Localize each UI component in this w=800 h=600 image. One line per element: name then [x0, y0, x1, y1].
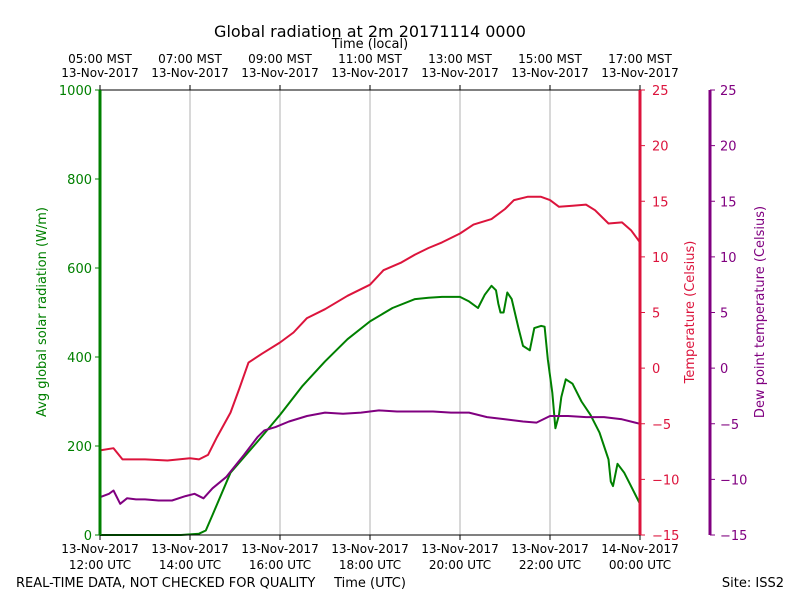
top-tick-label: 15:00 MST — [518, 52, 582, 66]
right-tick-label: 15 — [652, 195, 669, 210]
top-tick-label: 17:00 MST — [608, 52, 672, 66]
grid — [189, 90, 551, 535]
bottom-tick-label: 22:00 UTC — [519, 558, 581, 572]
series-line-dew-point-temperature — [99, 409, 641, 505]
bottom-tick-label: 18:00 UTC — [339, 558, 401, 572]
axes: 02004006008001000−15−10−50510152025−15−1… — [59, 52, 748, 572]
left-tick-label: 200 — [67, 440, 92, 455]
bottom-tick-label: 20:00 UTC — [429, 558, 491, 572]
far-right-tick-label: 20 — [720, 140, 737, 155]
x-axis-label: Time (UTC) — [333, 576, 406, 591]
bottom-tick-label: 13-Nov-2017 — [61, 542, 139, 556]
bottom-tick-label: 13-Nov-2017 — [241, 542, 319, 556]
left-tick-label: 1000 — [59, 84, 92, 99]
far-right-tick-label: 10 — [720, 251, 737, 266]
top-tick-label: 13-Nov-2017 — [241, 66, 319, 80]
bottom-tick-label: 13-Nov-2017 — [331, 542, 409, 556]
left-tick-label: 600 — [67, 262, 92, 277]
bottom-tick-label: 00:00 UTC — [609, 558, 671, 572]
quality-disclaimer: REAL-TIME DATA, NOT CHECKED FOR QUALITY — [16, 576, 315, 591]
top-tick-label: 13-Nov-2017 — [511, 66, 589, 80]
site-label: Site: ISS2 — [722, 576, 784, 591]
series-line-temperature — [99, 195, 641, 462]
top-tick-label: 07:00 MST — [158, 52, 222, 66]
top-tick-label: 11:00 MST — [338, 52, 402, 66]
bottom-tick-label: 12:00 UTC — [69, 558, 131, 572]
top-tick-label: 13:00 MST — [428, 52, 492, 66]
far-right-axis-label: Dew point temperature (Celsius) — [753, 206, 768, 418]
right-axis-label: Temperature (Celsius) — [683, 241, 698, 385]
right-tick-label: 0 — [652, 362, 660, 377]
series-line-avg-global-solar-radiation — [100, 284, 641, 536]
top-tick-label: 13-Nov-2017 — [601, 66, 679, 80]
right-tick-label: −15 — [652, 529, 679, 544]
top-tick-label: 13-Nov-2017 — [61, 66, 139, 80]
chart-title: Global radiation at 2m 20171114 0000 — [214, 22, 526, 41]
top-axis-label: Time (local) — [331, 37, 408, 52]
far-right-tick-label: 5 — [720, 307, 728, 322]
right-tick-label: −10 — [652, 473, 679, 488]
left-tick-label: 400 — [67, 351, 92, 366]
far-right-tick-label: 0 — [720, 362, 728, 377]
right-tick-label: 20 — [652, 140, 669, 155]
far-right-tick-label: 25 — [720, 84, 737, 99]
bottom-tick-label: 14-Nov-2017 — [601, 542, 679, 556]
right-tick-label: 10 — [652, 251, 669, 266]
bottom-tick-label: 16:00 UTC — [249, 558, 311, 572]
far-right-tick-label: −5 — [720, 418, 739, 433]
right-tick-label: 5 — [652, 307, 660, 322]
far-right-tick-label: −15 — [720, 529, 747, 544]
top-tick-label: 13-Nov-2017 — [421, 66, 499, 80]
right-tick-label: −5 — [652, 418, 671, 433]
bottom-tick-label: 13-Nov-2017 — [511, 542, 589, 556]
left-axis-label: Avg global solar radiation (W/m) — [35, 207, 50, 417]
left-tick-label: 0 — [84, 529, 92, 544]
top-tick-label: 09:00 MST — [248, 52, 312, 66]
bottom-tick-label: 14:00 UTC — [159, 558, 221, 572]
bottom-tick-label: 13-Nov-2017 — [421, 542, 499, 556]
top-tick-label: 05:00 MST — [68, 52, 132, 66]
left-tick-label: 800 — [67, 173, 92, 188]
top-tick-label: 13-Nov-2017 — [331, 66, 409, 80]
far-right-tick-label: 15 — [720, 195, 737, 210]
right-tick-label: 25 — [652, 84, 669, 99]
top-tick-label: 13-Nov-2017 — [151, 66, 229, 80]
far-right-tick-label: −10 — [720, 473, 747, 488]
bottom-tick-label: 13-Nov-2017 — [151, 542, 229, 556]
series-layer — [99, 195, 641, 536]
